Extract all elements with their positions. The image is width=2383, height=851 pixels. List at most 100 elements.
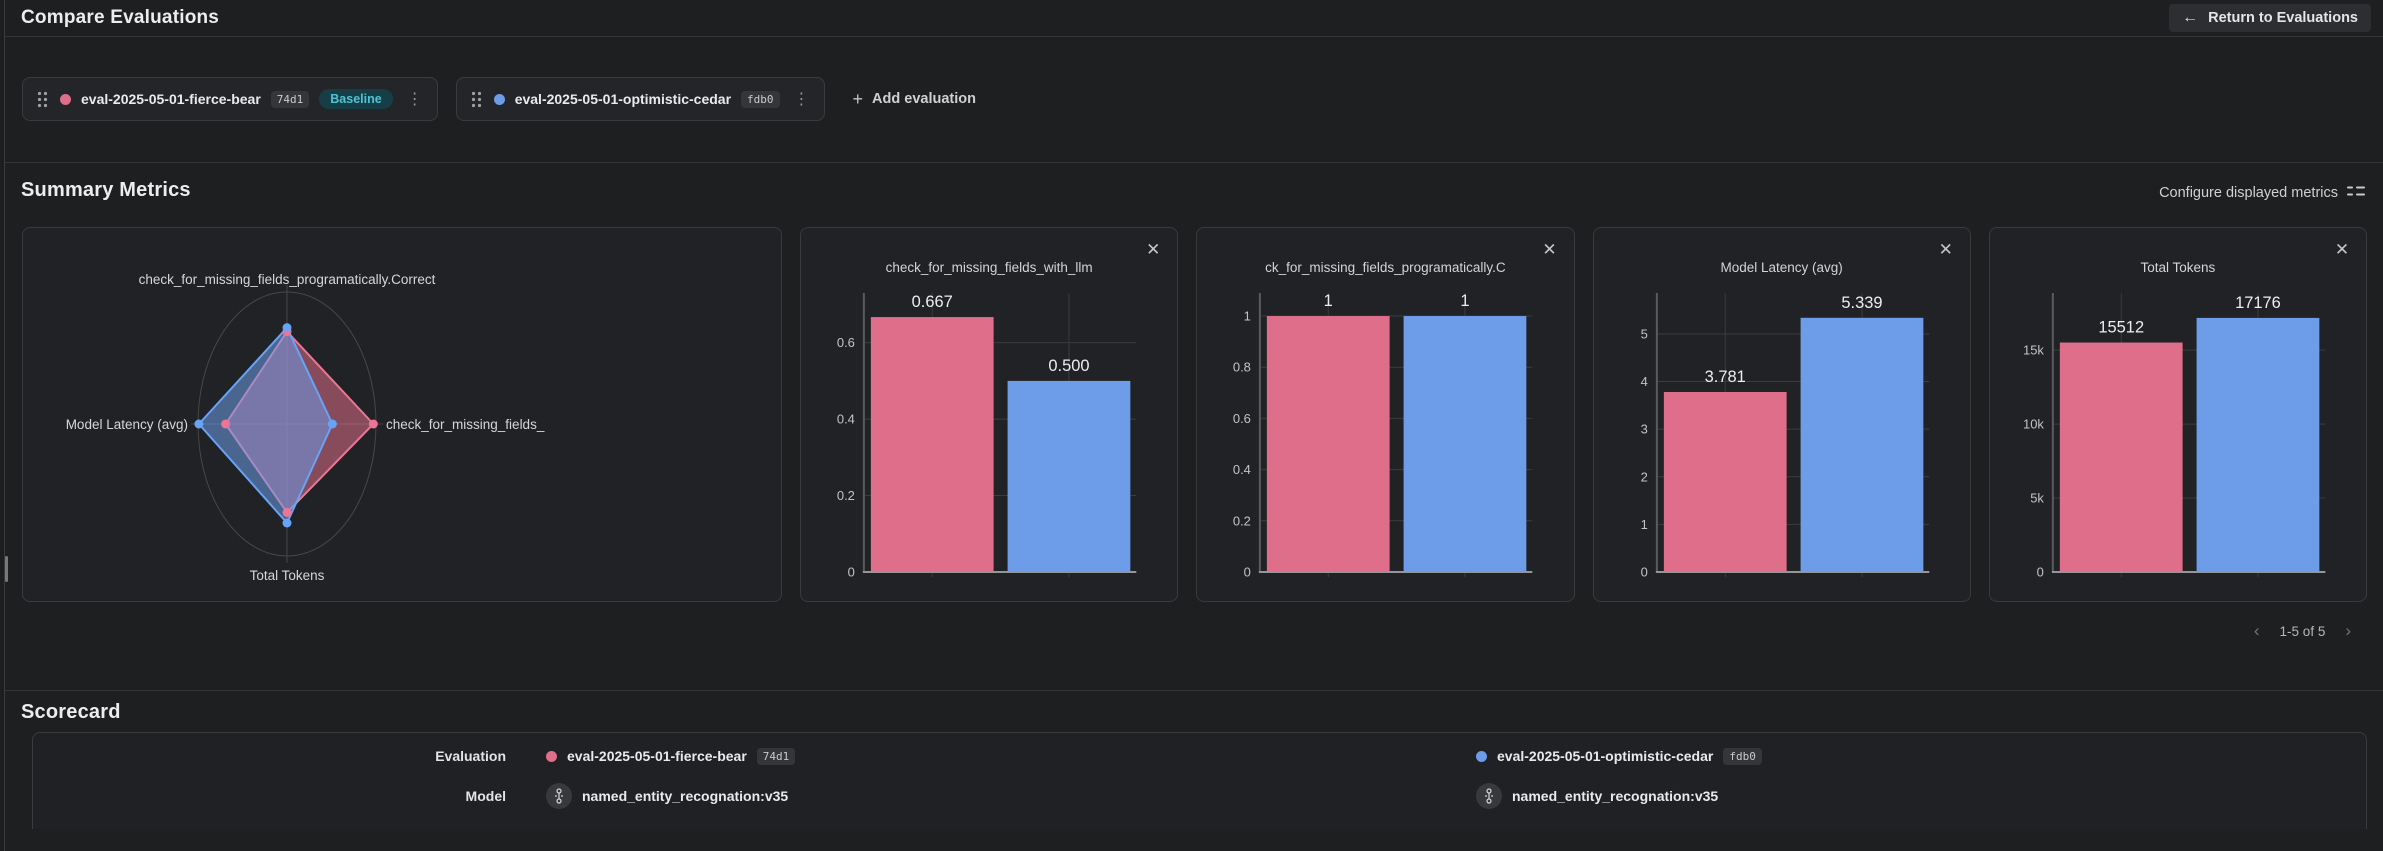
top-bar: Compare Evaluations ← Return to Evaluati… bbox=[5, 0, 2383, 37]
summary-charts-row: check_for_missing_fields_programatically… bbox=[22, 227, 2367, 602]
y-tick-label: 4 bbox=[1640, 374, 1647, 389]
y-tick-label: 0 bbox=[1640, 564, 1647, 579]
close-chart-button[interactable]: ✕ bbox=[2330, 238, 2354, 262]
summary-metrics-heading: Summary Metrics bbox=[21, 179, 191, 201]
y-tick-label: 3 bbox=[1640, 422, 1647, 437]
add-evaluation-button[interactable]: + Add evaluation bbox=[843, 83, 986, 116]
bar-value-label: 0.667 bbox=[912, 293, 953, 311]
configure-displayed-metrics-button[interactable]: Configure displayed metrics bbox=[2159, 184, 2365, 202]
bar bbox=[1663, 391, 1787, 571]
bar-value-label: 1 bbox=[1461, 292, 1470, 310]
radar-point bbox=[327, 419, 337, 429]
page-title: Compare Evaluations bbox=[21, 7, 220, 28]
eval-hash-badge: fdb0 bbox=[1723, 747, 1762, 765]
bar-value-label: 15512 bbox=[2098, 319, 2144, 337]
baseline-badge: Baseline bbox=[319, 88, 393, 110]
summary-chart-panel-bar: ✕ ck_for_missing_fields_programatically.… bbox=[1196, 227, 1575, 602]
model-cell-baseline[interactable]: named_entity_recognation:v35 bbox=[516, 783, 1446, 809]
close-chart-button[interactable]: ✕ bbox=[1934, 238, 1958, 262]
close-icon: ✕ bbox=[1146, 240, 1161, 259]
y-tick-label: 0.4 bbox=[1233, 462, 1251, 477]
model-name: named_entity_recognation:v35 bbox=[582, 788, 789, 804]
drag-handle-icon[interactable] bbox=[35, 89, 50, 110]
close-chart-button[interactable]: ✕ bbox=[1538, 238, 1562, 262]
eval-color-dot bbox=[1476, 750, 1487, 762]
evaluation-cell-compare[interactable]: eval-2025-05-01-optimistic-cedar fdb0 bbox=[1446, 747, 2366, 765]
evaluation-chip-baseline[interactable]: eval-2025-05-01-fierce-bear 74d1 Baselin… bbox=[22, 77, 438, 121]
radar-axis-label-right: check_for_missing_fields_ bbox=[386, 417, 545, 432]
bar-value-label: 17176 bbox=[2235, 294, 2281, 312]
scorecard-header: Scorecard bbox=[5, 691, 2383, 724]
radar-series bbox=[197, 326, 334, 524]
y-tick-label: 10k bbox=[2023, 417, 2044, 432]
radar-point bbox=[194, 419, 204, 429]
eval-hash-badge: 74d1 bbox=[270, 90, 310, 108]
left-edge-scrollbar-thumb[interactable] bbox=[5, 556, 8, 582]
close-chart-button[interactable]: ✕ bbox=[1141, 238, 1165, 262]
model-cell-compare[interactable]: named_entity_recognation:v35 bbox=[1446, 783, 2366, 809]
evaluation-chips-row: eval-2025-05-01-fierce-bear 74d1 Baselin… bbox=[5, 37, 2383, 162]
bar bbox=[1403, 316, 1527, 571]
y-tick-label: 5k bbox=[2030, 491, 2044, 506]
summary-chart-panel-bar: ✕ check_for_missing_fields_with_llm 0 0.2… bbox=[800, 227, 1179, 602]
bar-value-label: 1 bbox=[1324, 292, 1333, 310]
bar bbox=[1267, 316, 1390, 571]
chart-title: ck_for_missing_fields_programatically.C bbox=[1265, 260, 1506, 275]
return-to-evaluations-button[interactable]: ← Return to Evaluations bbox=[2169, 4, 2371, 32]
radar-point bbox=[221, 419, 231, 429]
radar-axis-label-left: Model Latency (avg) bbox=[66, 417, 188, 432]
y-tick-label: 0.6 bbox=[1233, 411, 1251, 426]
bar-value-label: 5.339 bbox=[1841, 294, 1882, 312]
bar bbox=[1800, 317, 1923, 571]
chart-title: check_for_missing_fields_with_llm bbox=[885, 260, 1093, 275]
radar-point bbox=[282, 323, 292, 333]
row-label: Evaluation bbox=[435, 748, 506, 764]
kebab-menu-icon[interactable]: ⋮ bbox=[790, 87, 814, 111]
table-row-evaluation: Evaluation eval-2025-05-01-fierce-bear 7… bbox=[33, 736, 2366, 776]
bar bbox=[1007, 380, 1131, 571]
summary-chart-panel-radar: check_for_missing_fields_programatically… bbox=[22, 227, 782, 602]
y-tick-label: 2 bbox=[1640, 469, 1647, 484]
row-label: Model bbox=[465, 788, 506, 804]
kebab-menu-icon[interactable]: ⋮ bbox=[403, 87, 427, 111]
configure-metrics-icon bbox=[2347, 184, 2365, 202]
y-tick-label: 1 bbox=[1244, 309, 1251, 324]
model-name: named_entity_recognation:v35 bbox=[1512, 788, 1719, 804]
chart-title: Model Latency (avg) bbox=[1720, 260, 1843, 275]
eval-name: eval-2025-05-01-optimistic-cedar bbox=[514, 91, 732, 107]
eval-color-dot bbox=[493, 93, 505, 105]
y-tick-label: 5 bbox=[1640, 326, 1647, 341]
section-divider bbox=[5, 162, 2383, 163]
eval-hash-badge: fdb0 bbox=[741, 90, 780, 108]
y-tick-label: 1 bbox=[1640, 517, 1647, 532]
pagination-prev-icon[interactable]: ‹ bbox=[2253, 621, 2260, 640]
pagination-next-icon[interactable]: › bbox=[2345, 621, 2351, 640]
model-icon bbox=[1476, 783, 1502, 809]
radar-axis-label-top: check_for_missing_fields_programatically… bbox=[139, 272, 436, 287]
plus-icon: + bbox=[852, 88, 864, 109]
bar-value-label: 3.781 bbox=[1704, 368, 1745, 386]
y-tick-label: 0.8 bbox=[1233, 360, 1251, 375]
eval-color-dot bbox=[546, 750, 557, 762]
y-tick-label: 0.2 bbox=[837, 488, 855, 503]
eval-hash-badge: 74d1 bbox=[756, 747, 796, 765]
evaluation-chip-compare[interactable]: eval-2025-05-01-optimistic-cedar fdb0 ⋮ bbox=[455, 77, 825, 121]
radar-point bbox=[282, 507, 292, 517]
compare-evaluations-page: Compare Evaluations ← Return to Evaluati… bbox=[4, 0, 2383, 851]
radar-point bbox=[282, 518, 292, 528]
summary-chart-panel-bar: ✕ Total Tokens 0 5k 10k 15k 15512 17176 bbox=[1988, 227, 2367, 602]
pagination-label: 1-5 of 5 bbox=[2279, 623, 2326, 639]
close-icon: ✕ bbox=[2334, 240, 2350, 259]
evaluation-cell-baseline[interactable]: eval-2025-05-01-fierce-bear 74d1 bbox=[516, 747, 1446, 765]
bar bbox=[2059, 342, 2183, 571]
summary-chart-panel-bar: ✕ Model Latency (avg) 0 1 2 3 4 5 3.781 5.339 bbox=[1592, 227, 1971, 602]
eval-name: eval-2025-05-01-fierce-bear bbox=[567, 748, 747, 764]
eval-color-dot bbox=[60, 93, 71, 105]
drag-handle-icon[interactable] bbox=[469, 89, 484, 110]
table-row-model: Model named_entity_recognation:v35 bbox=[33, 776, 2366, 816]
y-tick-label: 0.6 bbox=[837, 335, 855, 350]
close-icon: ✕ bbox=[1542, 240, 1557, 259]
back-arrow-icon: ← bbox=[2182, 9, 2199, 26]
return-button-label: Return to Evaluations bbox=[2208, 10, 2358, 26]
y-tick-label: 0.4 bbox=[837, 412, 855, 427]
